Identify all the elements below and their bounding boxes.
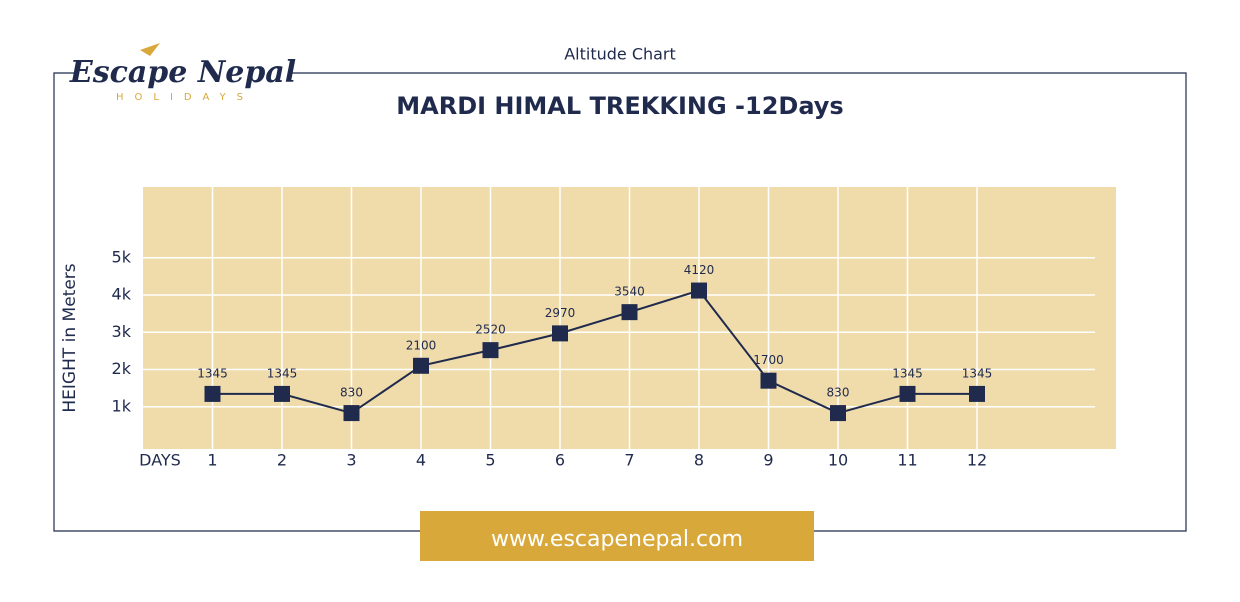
footer-url[interactable]: www.escapenepal.com — [491, 527, 743, 552]
line — [212, 289, 977, 415]
x-tick-label: 6 — [555, 451, 565, 470]
marker — [621, 304, 638, 321]
y-tick-label: 5k — [112, 247, 132, 266]
x-tick-label: 7 — [624, 451, 634, 470]
caption: Altitude Chart — [564, 45, 676, 64]
x-axis-label: DAYS — [139, 451, 181, 470]
x-tick-label: 5 — [485, 451, 495, 470]
data-label: 1700 — [753, 353, 784, 367]
y-tick-label: 4k — [112, 285, 132, 304]
logo-plane — [140, 43, 160, 56]
data-label: 3540 — [614, 285, 645, 299]
data-label: 1345 — [267, 366, 298, 380]
data-label: 4120 — [684, 263, 715, 277]
y-tick-label: 3k — [112, 322, 132, 341]
marker — [274, 385, 290, 402]
marker — [691, 282, 707, 299]
x-tick-label: 8 — [694, 451, 704, 470]
marker — [413, 357, 429, 374]
data-label: 2520 — [475, 323, 506, 337]
x-tick-label: 4 — [416, 451, 426, 470]
x-tick-label: 10 — [828, 451, 848, 470]
x-tick-label: 12 — [967, 451, 987, 470]
marker — [760, 372, 777, 389]
data-label: 1345 — [197, 366, 228, 380]
y-axis-label: HEIGHT in Meters — [60, 263, 80, 412]
x-tick-label: 3 — [346, 451, 356, 470]
data-label: 2970 — [545, 306, 576, 320]
logo: Escape Nepal — [69, 55, 296, 90]
y-tick-label: 1k — [112, 396, 132, 415]
x-tick-label: 2 — [277, 451, 287, 470]
marker — [482, 342, 499, 359]
x-tick-label: 9 — [763, 451, 773, 470]
y-tick-label: 2k — [112, 359, 132, 378]
x-tick-label: 1 — [207, 451, 217, 470]
marker — [969, 385, 985, 402]
marker — [899, 385, 916, 402]
marker — [830, 405, 846, 422]
data-label: 1345 — [962, 366, 993, 380]
data-label: 2100 — [406, 338, 437, 352]
chart-title: MARDI HIMAL TREKKING -12Days — [396, 92, 843, 120]
footer-bar — [420, 511, 814, 561]
logo-sub: HOLIDAYS — [116, 92, 254, 103]
marker — [343, 405, 360, 422]
marker — [552, 325, 568, 342]
x-tick-label: 11 — [897, 451, 917, 470]
data-label: 1345 — [892, 366, 923, 380]
data-label: 830 — [340, 386, 363, 400]
marker — [204, 385, 221, 402]
data-label: 830 — [827, 386, 850, 400]
